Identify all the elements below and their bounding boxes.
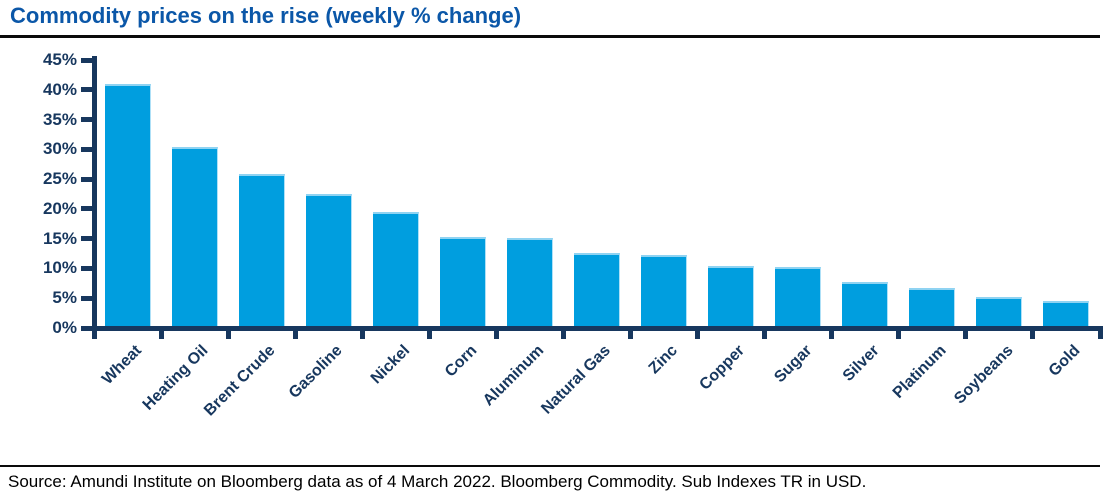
bar-gold (1043, 300, 1090, 326)
x-axis-tick (963, 326, 969, 339)
y-axis-tick-label: 0% (52, 318, 77, 337)
x-axis-label-soybeans: Soybeans (950, 342, 1017, 408)
x-axis-tick (158, 326, 164, 339)
bar-sugar (775, 267, 822, 326)
y-axis-tick-label: 20% (42, 198, 77, 218)
y-axis-tick-label: 10% (42, 258, 77, 278)
x-axis-tick (426, 326, 432, 339)
x-axis-tick (762, 326, 768, 339)
x-axis-tick (292, 326, 298, 339)
x-axis-tick (896, 326, 902, 339)
x-axis-label-gasoline: Gasoline (285, 342, 346, 402)
x-axis-tick (695, 326, 701, 339)
y-axis-tick (81, 265, 92, 271)
x-axis-label-platinum: Platinum (889, 342, 950, 402)
x-axis-label-nickel: Nickel (367, 342, 413, 388)
y-axis-tick (81, 325, 92, 331)
bar-natural-gas (574, 252, 620, 326)
x-axis-label-sugar: Sugar (771, 342, 816, 387)
y-axis-tick (81, 146, 92, 152)
bar-silver (842, 281, 889, 326)
x-axis-tick (359, 326, 365, 339)
y-axis-tick (81, 176, 92, 182)
y-axis-tick (81, 87, 92, 93)
bar-brent-crude (238, 174, 285, 326)
footer-rule (0, 465, 1100, 467)
y-axis-tick (81, 206, 92, 212)
y-axis-tick-label: 30% (42, 139, 77, 159)
bar-platinum (909, 287, 956, 326)
x-axis-label-wheat: Wheat (98, 342, 145, 388)
bar-chart-plot: 0% 5% 10% 15% 20% 25% 30% 35% 40% 45% Wheat Heating… (42, 50, 1103, 420)
y-axis-tick (81, 236, 92, 242)
y-axis-tick (81, 57, 92, 63)
bar-copper (708, 265, 755, 326)
chart-title: Commodity prices on the rise (weekly % c… (10, 3, 522, 28)
y-axis-tick-label: 25% (42, 169, 77, 189)
x-axis-label-silver: Silver (839, 342, 883, 385)
title-rule (0, 35, 1100, 38)
y-axis-tick (81, 295, 92, 301)
x-axis-label-aluminum: Aluminum (479, 342, 547, 410)
y-axis-tick-label: 15% (42, 228, 77, 248)
x-axis-tick (493, 326, 499, 339)
x-axis-label-brent-crude: Brent Crude (201, 342, 279, 420)
bar-aluminum (506, 238, 553, 326)
bar-corn (439, 237, 486, 326)
x-axis-tick (628, 326, 634, 339)
x-axis-label-corn: Corn (441, 342, 480, 381)
x-axis-tick (1030, 326, 1036, 339)
y-axis-tick-label: 35% (42, 109, 77, 129)
y-axis-line (92, 56, 97, 331)
x-axis-label-heating-oil: Heating Oil (139, 342, 212, 414)
x-axis-label-copper: Copper (696, 342, 749, 394)
x-axis-label-zinc: Zinc (645, 342, 682, 378)
x-axis-tick (829, 326, 835, 339)
x-axis-tick (91, 326, 97, 339)
x-axis-tick (225, 326, 231, 339)
bar-gasoline (305, 194, 352, 326)
x-axis-tick (560, 326, 566, 339)
x-axis-tick (1097, 326, 1103, 339)
y-axis-tick-label: 5% (52, 288, 77, 308)
y-axis-tick (81, 117, 92, 123)
bar-nickel (372, 211, 419, 326)
y-axis-tick-label: 45% (42, 50, 77, 69)
bar-heating-oil (171, 146, 218, 326)
bar-wheat (104, 83, 151, 326)
x-axis-label-gold: Gold (1045, 342, 1084, 380)
x-axis-label-natural-gas: Natural Gas (538, 342, 615, 418)
x-axis-line (92, 326, 1100, 331)
source-note: Source: Amundi Institute on Bloomberg da… (8, 472, 867, 491)
bar-soybeans (976, 296, 1023, 326)
y-axis-tick-label: 40% (42, 79, 77, 99)
bar-zinc (641, 254, 688, 326)
